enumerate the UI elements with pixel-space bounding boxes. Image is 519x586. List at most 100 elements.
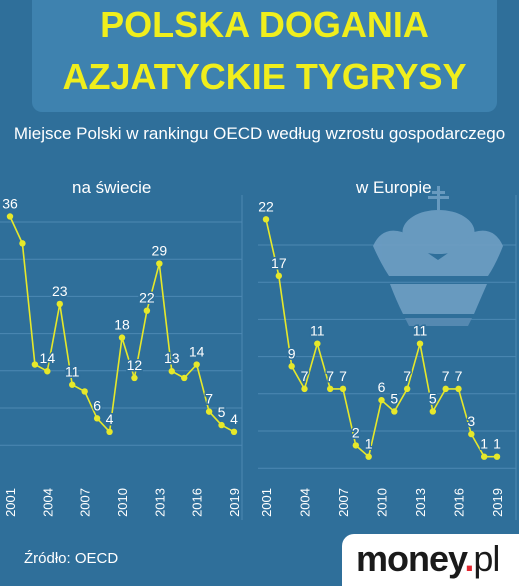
data-label: 4 (230, 411, 238, 427)
logo-tld: pl (473, 538, 500, 579)
data-label: 13 (164, 350, 180, 366)
data-point (181, 374, 188, 382)
data-point (230, 428, 238, 436)
data-point (118, 334, 126, 341)
data-point (480, 453, 488, 460)
title-line-2: AZJATYCKIE TYGRYSY (62, 56, 467, 97)
data-point (69, 381, 76, 388)
data-label: 1 (493, 436, 501, 452)
x-tick-label: 2001 (259, 488, 274, 517)
data-point (339, 385, 347, 393)
data-label: 22 (139, 290, 155, 306)
x-tick-label: 2013 (152, 488, 167, 517)
data-label: 6 (378, 379, 386, 395)
data-label: 5 (390, 390, 398, 406)
data-label: 12 (127, 357, 143, 373)
data-point (19, 240, 26, 247)
data-point (56, 300, 63, 308)
data-point (314, 340, 321, 347)
data-label: 23 (52, 283, 68, 299)
data-label: 1 (365, 436, 373, 452)
data-point (262, 216, 270, 223)
data-label: 17 (271, 255, 287, 271)
data-label: 9 (288, 345, 296, 361)
panel-title-europe: w Europie (356, 178, 432, 197)
grid-world (0, 195, 243, 520)
data-point (326, 385, 334, 393)
data-label: 22 (258, 198, 274, 214)
data-point (131, 374, 138, 382)
data-point (301, 385, 308, 393)
source-note: Źródło: OECD (24, 550, 119, 567)
x-tick-label: 2007 (78, 488, 93, 517)
data-label: 29 (152, 243, 168, 259)
data-point (205, 408, 213, 415)
data-point (352, 442, 360, 449)
data-label: 7 (339, 368, 347, 384)
data-point (442, 385, 449, 393)
data-label: 6 (93, 397, 101, 413)
data-label: 7 (326, 368, 334, 384)
x-tick-label: 2013 (413, 488, 428, 517)
x-tick-label: 2001 (3, 488, 18, 517)
data-label: 2 (352, 424, 360, 440)
title-box: POLSKA DOGANIA AZJATYCKIE TYGRYSY (32, 0, 497, 112)
x-tick-label: 2016 (452, 488, 467, 517)
data-point (6, 213, 14, 220)
data-point (143, 307, 151, 314)
data-point (391, 408, 398, 415)
data-label: 11 (310, 323, 325, 339)
x-tick-label: 2019 (490, 488, 505, 517)
data-label: 18 (114, 317, 130, 333)
data-label: 7 (403, 368, 411, 384)
data-point (106, 428, 113, 436)
title-line-1: POLSKA DOGANIA (100, 4, 429, 45)
x-tick-label: 2016 (190, 488, 205, 517)
money-pl-logo: money.pl (342, 534, 519, 586)
data-point (378, 396, 385, 404)
x-tick-label: 2010 (115, 488, 130, 517)
data-point (156, 260, 163, 267)
data-label: 36 (2, 195, 18, 211)
data-point (403, 385, 411, 393)
data-point (429, 408, 437, 415)
data-label: 14 (40, 350, 56, 366)
data-point (416, 340, 424, 347)
x-tick-label: 2019 (227, 488, 242, 517)
panel-title-world: na świecie (72, 178, 152, 197)
data-label: 1 (480, 436, 488, 452)
data-label: 7 (301, 368, 309, 384)
chart-subtitle: Miejsce Polski w rankingu OECD według wz… (13, 124, 506, 143)
data-point (193, 361, 200, 368)
data-label: 7 (205, 391, 213, 407)
logo-main: money (356, 538, 465, 579)
data-point (93, 415, 101, 422)
data-point (218, 421, 225, 429)
crown-icon (373, 186, 503, 326)
data-label: 3 (467, 413, 475, 429)
data-label: 11 (413, 323, 428, 339)
data-point (168, 368, 175, 375)
data-label: 11 (65, 364, 80, 380)
data-label: 7 (442, 368, 450, 384)
data-point (493, 453, 501, 460)
data-label: 5 (429, 390, 437, 406)
data-point (468, 430, 475, 438)
data-point (455, 385, 462, 393)
x-tick-label: 2004 (40, 488, 55, 517)
logo-dot: . (464, 538, 474, 579)
data-label: 14 (189, 344, 205, 360)
data-label: 4 (106, 411, 114, 427)
data-label: 5 (218, 404, 226, 420)
data-point (365, 453, 372, 460)
data-point (288, 363, 295, 370)
data-point (81, 388, 88, 395)
data-label: 7 (455, 368, 463, 384)
x-tick-label: 2007 (336, 488, 351, 517)
data-point (31, 361, 39, 368)
x-ticks-world: 2001 2004 2007 2010 2013 2016 2019 (3, 488, 242, 517)
logo-text: money.pl (356, 538, 500, 580)
